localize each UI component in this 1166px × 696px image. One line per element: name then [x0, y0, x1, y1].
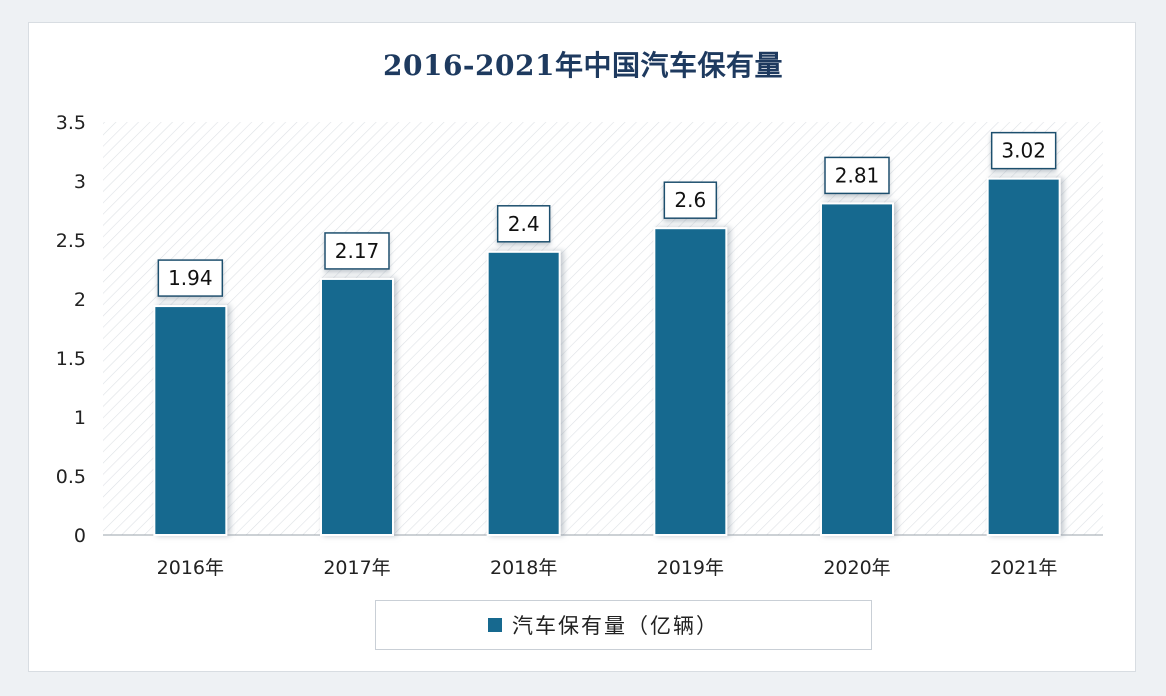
bar [486, 250, 561, 537]
x-axis: 2016年 2017年 2018年 2019年 2020年 2021年 [157, 557, 1058, 579]
data-label: 2.6 [663, 181, 718, 219]
legend: 汽车保有量（亿辆） [375, 600, 872, 650]
data-label: 3.02 [990, 131, 1057, 170]
y-tick-label: 1.5 [56, 348, 86, 370]
data-label-text: 3.02 [1001, 139, 1046, 163]
y-tick-label: 3 [74, 171, 86, 193]
data-label-text: 2.81 [835, 163, 880, 187]
bar-series [153, 177, 1061, 537]
data-label-box [157, 259, 224, 297]
x-tick-label: 2017年 [323, 557, 390, 579]
legend-label: 汽车保有量（亿辆） [512, 614, 719, 638]
x-tick-label: 2018年 [490, 557, 557, 579]
data-label: 1.94 [157, 259, 224, 297]
data-label: 2.17 [324, 232, 390, 270]
data-label: 2.81 [824, 156, 890, 195]
y-axis: 0 0.5 1 1.5 2 2.5 3 3.5 [56, 112, 86, 547]
data-label-box [324, 232, 390, 270]
data-label-box [496, 205, 551, 243]
y-tick-label: 0 [74, 525, 86, 547]
bar [986, 177, 1061, 536]
data-labels: 1.94 2.17 2.4 2.6 2.81 3.02 [157, 131, 1057, 297]
data-label-text: 2.17 [335, 239, 380, 263]
y-tick-label: 2 [74, 289, 86, 311]
x-tick-label: 2019年 [657, 557, 724, 579]
y-tick-label: 3.5 [56, 112, 86, 134]
y-tick-label: 1 [74, 407, 86, 429]
data-label-box [663, 181, 718, 219]
plot-area-background [103, 122, 1103, 535]
bar [653, 227, 728, 536]
y-tick-label: 2.5 [56, 230, 86, 252]
bar [320, 277, 394, 536]
x-tick-label: 2021年 [990, 557, 1057, 579]
chart-title: 2016-2021年中国汽车保有量 [383, 49, 783, 82]
y-tick-label: 0.5 [56, 466, 86, 488]
x-tick-label: 2020年 [823, 557, 890, 579]
data-label-box [824, 156, 890, 195]
data-label-text: 1.94 [168, 266, 213, 290]
data-label-text: 2.6 [674, 188, 706, 212]
x-tick-label: 2016年 [157, 557, 224, 579]
bar [153, 305, 228, 536]
legend-swatch [488, 618, 502, 632]
data-label: 2.4 [496, 205, 551, 243]
data-label-box [990, 131, 1057, 170]
bar [820, 202, 894, 536]
data-label-text: 2.4 [508, 212, 540, 236]
